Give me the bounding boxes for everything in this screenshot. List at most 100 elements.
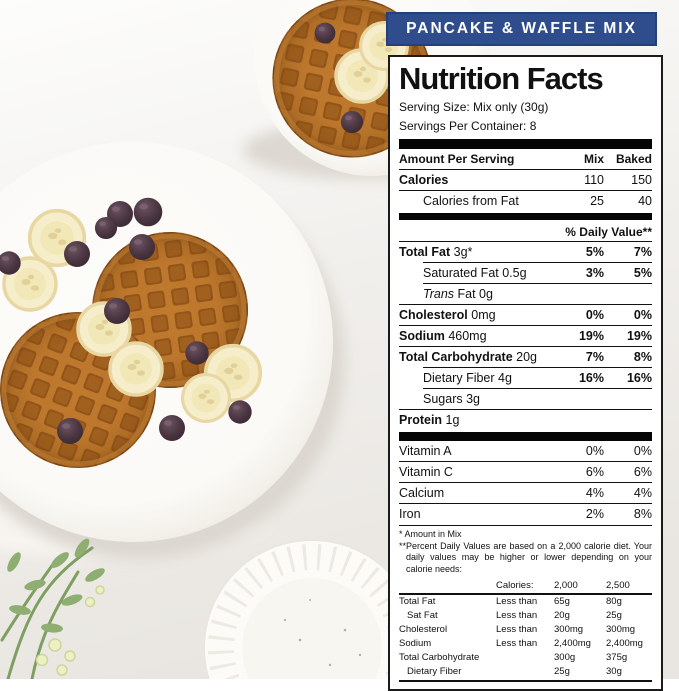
- row-name: Iron: [399, 506, 421, 521]
- greenery: [0, 536, 107, 679]
- nutrient-row: Saturated Fat 0.5g 3% 5%: [423, 262, 652, 283]
- daily-values-table: Calories: 2,000 2,500 Total Fat Less than 65…: [399, 579, 652, 682]
- baked-value: 150: [631, 172, 652, 187]
- nutrient-row: Cholesterol 0mg 0% 0%: [399, 304, 652, 325]
- dv-table-cell: 2,400mg: [606, 638, 643, 649]
- divider-bar-thick: [399, 139, 652, 149]
- amount-per-serving-row: Amount Per Serving Mix Baked: [399, 149, 652, 169]
- dv-table-cell: Total Fat: [399, 596, 436, 607]
- dv-table-cell: Sat Fat: [407, 610, 438, 621]
- nutrient-row: Total Fat 3g* 5% 7%: [399, 241, 652, 262]
- dv-table-cell: 2,400mg: [554, 638, 591, 649]
- mix-value: 0%: [585, 307, 604, 322]
- calorie-rows: Calories 110 150 Calories from Fat 25 40: [399, 169, 652, 211]
- row-name: Dietary Fiber 4g: [423, 370, 512, 385]
- mix-value: 2%: [585, 506, 604, 521]
- baked-value: 40: [638, 193, 652, 208]
- product-banner-title: PANCAKE & WAFFLE MIX: [406, 20, 637, 37]
- mix-value: 25: [590, 193, 604, 208]
- nutrient-row: Sugars 3g: [423, 388, 652, 409]
- row-name: Cholesterol 0mg: [399, 307, 496, 322]
- row-name: Calories: [399, 172, 449, 187]
- row-name: Trans Fat 0g: [423, 286, 493, 301]
- daily-values-table-body: Total Fat Less than 65g 80g Sat Fat Less than…: [399, 595, 652, 682]
- amount-per-serving-label: Amount Per Serving: [399, 151, 515, 166]
- row-name: Sodium 460mg: [399, 328, 487, 343]
- row-name: Calories from Fat: [423, 193, 519, 208]
- nutrition-facts-title: Nutrition Facts: [399, 61, 604, 96]
- nutrient-row: Total Carbohydrate 20g 7% 8%: [399, 346, 652, 367]
- baked-value: 4%: [633, 485, 652, 500]
- row-name: Sugars 3g: [423, 391, 480, 406]
- dv-table-cell: Sodium: [399, 638, 432, 649]
- row-name: Protein 1g: [399, 412, 460, 427]
- divider-bar-mid: [399, 213, 652, 220]
- row-name: Saturated Fat 0.5g: [423, 265, 527, 280]
- vitamin-row: Vitamin C 6% 6%: [399, 461, 652, 482]
- row-name: Calcium: [399, 485, 445, 500]
- dv-table-cell: 375g: [606, 652, 628, 663]
- mix-value: 19%: [578, 328, 604, 343]
- dv-table-header-cell: [399, 579, 496, 593]
- baked-value: 16%: [626, 370, 652, 385]
- vitamin-row: Calcium 4% 4%: [399, 482, 652, 503]
- nutrient-row: Sodium 460mg 19% 19%: [399, 325, 652, 346]
- dv-table-cell: 25g: [606, 610, 622, 621]
- dv-table-cell: Less than: [496, 624, 538, 635]
- dv-table-cell: 25g: [554, 666, 570, 677]
- row-name: Total Carbohydrate 20g: [399, 349, 538, 364]
- serving-size: Serving Size: Mix only (30g): [399, 100, 549, 114]
- baked-column-header: Baked: [615, 151, 652, 166]
- mix-value: 4%: [585, 485, 604, 500]
- mix-value: 110: [584, 172, 604, 187]
- baked-value: 6%: [633, 464, 652, 479]
- dv-table-cell: Less than: [496, 596, 538, 607]
- dv-table-cell: 20g: [554, 610, 570, 621]
- dv-table-header-cell: 2,500: [606, 580, 630, 591]
- footnotes: * Amount in Mix **Percent Daily Values a…: [399, 525, 652, 575]
- nutrient-row: Trans Fat 0g: [423, 283, 652, 304]
- nutrient-row: Dietary Fiber 4g 16% 16%: [423, 367, 652, 388]
- dv-table-header-cell: 2,000: [554, 580, 578, 591]
- dv-table-cell: 300g: [554, 652, 576, 663]
- mix-value: 5%: [585, 244, 604, 259]
- mix-value: 7%: [585, 349, 604, 364]
- calorie-row: Calories 110 150: [399, 169, 652, 190]
- footnote-amount-in-mix: * Amount in Mix: [399, 529, 462, 539]
- mix-value: 0%: [585, 443, 604, 458]
- baked-value: 0%: [633, 443, 652, 458]
- mix-column-header: Mix: [583, 151, 604, 166]
- mix-value: 3%: [585, 265, 604, 280]
- servings-per-container: Servings Per Container: 8: [399, 118, 537, 133]
- footnote-daily-values: **Percent Daily Values are based on a 2,…: [399, 540, 652, 574]
- dv-table-cell: 300mg: [554, 624, 584, 635]
- baked-value: 0%: [633, 307, 652, 322]
- dv-table-header-cell: Calories:: [496, 580, 534, 591]
- nutrient-rows: Total Fat 3g* 5% 7% Saturated Fat 0.5g 3% 5% T…: [399, 241, 652, 430]
- dv-table-cell: 300mg: [606, 624, 636, 635]
- dv-table-cell: Dietary Fiber: [407, 666, 462, 677]
- baked-value: 5%: [633, 265, 652, 280]
- product-banner: PANCAKE & WAFFLE MIX: [386, 12, 657, 46]
- dv-table-cell: Cholesterol: [399, 624, 448, 635]
- calorie-row: Calories from Fat 25 40: [399, 190, 652, 211]
- daily-values-table-header: Calories: 2,000 2,500: [399, 579, 652, 595]
- dv-table-cell: Total Carbohydrate: [399, 652, 480, 663]
- dv-table-cell: 30g: [606, 666, 622, 677]
- row-name: Vitamin C: [399, 464, 453, 479]
- row-name: Vitamin A: [399, 443, 452, 458]
- daily-value-header: % Daily Value**: [565, 225, 652, 239]
- nutrient-row: Protein 1g: [399, 409, 652, 430]
- baked-value: 8%: [633, 506, 652, 521]
- vitamin-rows: Vitamin A 0% 0% Vitamin C 6% 6% Calcium 4% 4% Iro…: [399, 441, 652, 524]
- dv-table-cell: [496, 651, 554, 665]
- mix-value: 6%: [585, 464, 604, 479]
- baked-value: 19%: [626, 328, 652, 343]
- baked-value: 8%: [633, 349, 652, 364]
- vitamin-row: Vitamin A 0% 0%: [399, 441, 652, 461]
- vitamin-row: Iron 2% 8%: [399, 503, 652, 524]
- dv-table-cell: Less than: [496, 610, 538, 621]
- dv-table-cell: 65g: [554, 596, 570, 607]
- baked-value: 7%: [633, 244, 652, 259]
- nutrition-facts-label: Nutrition Facts Serving Size: Mix only (…: [388, 55, 663, 691]
